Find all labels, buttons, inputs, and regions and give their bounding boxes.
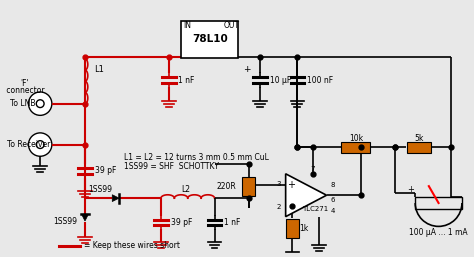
Text: 39 pF: 39 pF — [95, 166, 116, 175]
Polygon shape — [286, 174, 327, 217]
Text: 39 pF: 39 pF — [171, 218, 192, 227]
Bar — [341, 142, 370, 153]
Polygon shape — [82, 214, 88, 221]
Text: +: + — [407, 185, 414, 194]
Text: 1SS99: 1SS99 — [89, 185, 112, 194]
Text: 4: 4 — [330, 208, 335, 214]
Polygon shape — [112, 195, 119, 201]
Text: 'F': 'F' — [20, 79, 29, 88]
Text: OUT: OUT — [224, 21, 240, 30]
Text: 10 μF: 10 μF — [270, 76, 292, 85]
Text: 220R: 220R — [216, 182, 236, 191]
Text: 8: 8 — [330, 182, 335, 188]
Text: 5k: 5k — [414, 134, 424, 143]
Text: = Keep these wires short: = Keep these wires short — [84, 241, 180, 250]
Text: L2: L2 — [181, 185, 190, 194]
Bar — [407, 142, 431, 153]
Text: IN: IN — [183, 21, 191, 30]
Circle shape — [36, 141, 44, 149]
Text: connector: connector — [4, 86, 45, 95]
Text: L1: L1 — [94, 65, 104, 74]
Text: To LNB: To LNB — [10, 99, 36, 108]
Circle shape — [28, 133, 52, 156]
Text: +: + — [288, 180, 295, 190]
Text: 1 nF: 1 nF — [179, 76, 195, 85]
Bar — [286, 219, 299, 238]
Text: 2: 2 — [276, 204, 281, 210]
Text: 7: 7 — [310, 166, 315, 172]
Text: -: - — [290, 200, 293, 210]
Text: 100 μA ... 1 mA: 100 μA ... 1 mA — [409, 228, 468, 237]
Text: TLC271: TLC271 — [302, 206, 328, 212]
Text: 6: 6 — [330, 197, 335, 203]
Text: 1k: 1k — [299, 224, 309, 233]
Text: 3: 3 — [276, 180, 281, 187]
Text: 1SS99: 1SS99 — [54, 217, 78, 226]
Text: To Receiver: To Receiver — [7, 140, 50, 149]
Text: 1SS99 = SHF  SCHOTTKY: 1SS99 = SHF SCHOTTKY — [124, 162, 219, 171]
Text: 1 nF: 1 nF — [224, 218, 241, 227]
Text: 78L10: 78L10 — [192, 34, 228, 44]
Bar — [415, 197, 462, 209]
Text: 100 nF: 100 nF — [307, 76, 333, 85]
Text: +: + — [243, 65, 250, 74]
Text: L1 = L2 = 12 turns 3 mm 0.5 mm CuL: L1 = L2 = 12 turns 3 mm 0.5 mm CuL — [124, 153, 269, 162]
Bar — [182, 21, 238, 58]
Text: 10k: 10k — [349, 134, 363, 143]
Circle shape — [28, 92, 52, 115]
Circle shape — [36, 100, 44, 108]
Bar — [242, 177, 255, 196]
